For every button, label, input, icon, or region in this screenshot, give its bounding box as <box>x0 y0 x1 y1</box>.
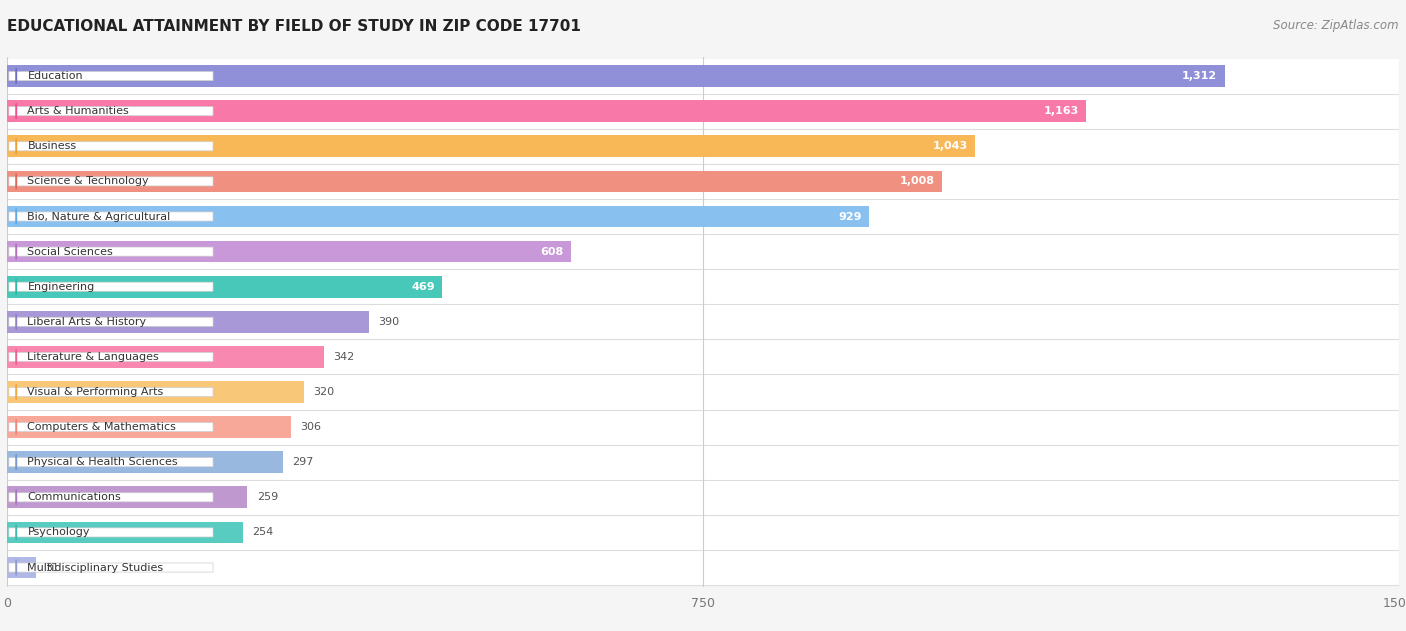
Text: 1,043: 1,043 <box>932 141 967 151</box>
Text: Source: ZipAtlas.com: Source: ZipAtlas.com <box>1274 19 1399 32</box>
Bar <box>7 65 1225 87</box>
Bar <box>7 240 571 262</box>
Text: Social Sciences: Social Sciences <box>28 247 114 257</box>
Text: 929: 929 <box>838 211 862 221</box>
Bar <box>7 199 1399 234</box>
Text: Multidisciplinary Studies: Multidisciplinary Studies <box>28 562 163 572</box>
Text: 608: 608 <box>540 247 564 257</box>
Text: Psychology: Psychology <box>28 528 90 538</box>
FancyBboxPatch shape <box>8 493 214 502</box>
Bar <box>7 311 368 333</box>
FancyBboxPatch shape <box>8 387 214 396</box>
Text: 342: 342 <box>333 352 354 362</box>
Bar <box>7 374 1399 410</box>
FancyBboxPatch shape <box>8 107 214 115</box>
Bar <box>7 522 243 543</box>
Text: Science & Technology: Science & Technology <box>28 177 149 186</box>
Bar <box>7 170 942 192</box>
Bar <box>7 416 291 438</box>
Bar <box>7 515 1399 550</box>
FancyBboxPatch shape <box>8 247 214 256</box>
Text: EDUCATIONAL ATTAINMENT BY FIELD OF STUDY IN ZIP CODE 17701: EDUCATIONAL ATTAINMENT BY FIELD OF STUDY… <box>7 19 581 34</box>
Bar <box>7 480 1399 515</box>
Text: 297: 297 <box>292 457 314 467</box>
Bar <box>7 381 304 403</box>
FancyBboxPatch shape <box>8 457 214 467</box>
Text: 1,312: 1,312 <box>1182 71 1218 81</box>
Bar <box>7 234 1399 269</box>
Bar <box>7 136 974 157</box>
Bar <box>7 276 443 298</box>
Text: Visual & Performing Arts: Visual & Performing Arts <box>28 387 163 397</box>
Bar <box>7 164 1399 199</box>
FancyBboxPatch shape <box>8 212 214 221</box>
FancyBboxPatch shape <box>8 423 214 432</box>
Text: Communications: Communications <box>28 492 121 502</box>
Bar <box>7 339 1399 374</box>
Text: Bio, Nature & Agricultural: Bio, Nature & Agricultural <box>28 211 170 221</box>
Bar <box>7 557 35 579</box>
Bar <box>7 304 1399 339</box>
Bar <box>7 59 1399 93</box>
Text: Literature & Languages: Literature & Languages <box>28 352 159 362</box>
Text: 1,008: 1,008 <box>900 177 935 186</box>
FancyBboxPatch shape <box>8 352 214 362</box>
Bar <box>7 269 1399 304</box>
FancyBboxPatch shape <box>8 177 214 186</box>
Text: Arts & Humanities: Arts & Humanities <box>28 106 129 116</box>
FancyBboxPatch shape <box>8 282 214 292</box>
FancyBboxPatch shape <box>8 71 214 81</box>
Text: Engineering: Engineering <box>28 281 94 292</box>
Text: 306: 306 <box>301 422 321 432</box>
Text: 469: 469 <box>411 281 434 292</box>
Text: Liberal Arts & History: Liberal Arts & History <box>28 317 146 327</box>
Text: 1,163: 1,163 <box>1043 106 1078 116</box>
Bar <box>7 451 283 473</box>
Text: 259: 259 <box>257 492 278 502</box>
Bar <box>7 487 247 508</box>
Bar <box>7 129 1399 164</box>
Text: Computers & Mathematics: Computers & Mathematics <box>28 422 176 432</box>
Bar <box>7 410 1399 445</box>
Text: 390: 390 <box>378 317 399 327</box>
FancyBboxPatch shape <box>8 317 214 326</box>
Bar <box>7 445 1399 480</box>
Bar <box>7 550 1399 585</box>
Bar <box>7 93 1399 129</box>
Text: 254: 254 <box>252 528 273 538</box>
FancyBboxPatch shape <box>8 142 214 151</box>
Text: Physical & Health Sciences: Physical & Health Sciences <box>28 457 179 467</box>
Bar <box>7 100 1087 122</box>
Text: Business: Business <box>28 141 76 151</box>
Text: Education: Education <box>28 71 83 81</box>
Bar <box>7 346 325 368</box>
Text: 320: 320 <box>314 387 335 397</box>
FancyBboxPatch shape <box>8 528 214 537</box>
Bar <box>7 206 869 227</box>
FancyBboxPatch shape <box>8 563 214 572</box>
Text: 31: 31 <box>45 562 59 572</box>
